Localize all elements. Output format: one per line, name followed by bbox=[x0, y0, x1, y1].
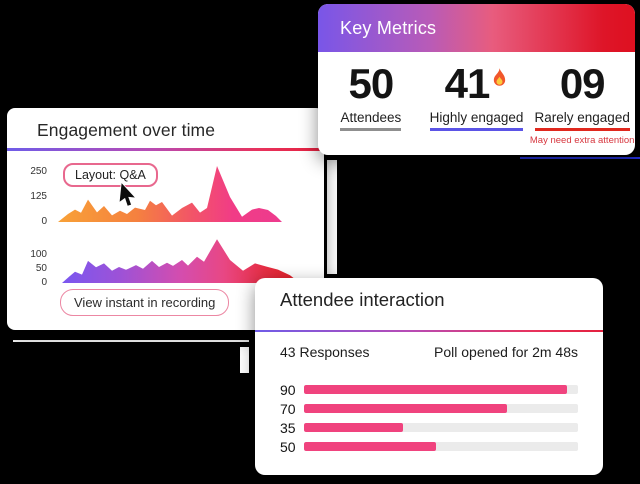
view-instant-in-recording-button[interactable]: View instant in recording bbox=[60, 289, 230, 316]
poll-bar-value: 50 bbox=[280, 438, 296, 455]
poll-bar-row: 90 bbox=[280, 380, 578, 399]
poll-bar-value: 35 bbox=[280, 419, 296, 436]
poll-bar-track bbox=[304, 442, 578, 451]
highly-engaged-label: Highly engaged bbox=[429, 110, 524, 131]
poll-bar-fill bbox=[304, 423, 403, 432]
poll-results-bars: 90 70 35 50 bbox=[280, 380, 578, 456]
poll-bar-fill bbox=[304, 385, 568, 394]
attendee-interaction-card: Attendee interaction 43 Responses Poll o… bbox=[255, 278, 603, 475]
poll-open-duration: Poll opened for 2m 48s bbox=[434, 344, 578, 360]
responses-count: 43 Responses bbox=[280, 344, 370, 360]
background-artifact-blue-line bbox=[520, 157, 640, 159]
stat-highly-engaged: 41 Highly engaged bbox=[424, 60, 530, 146]
poll-bar-track bbox=[304, 423, 578, 432]
stat-attendees: 50 Attendees bbox=[318, 60, 424, 146]
attendee-card-title: Attendee interaction bbox=[280, 289, 445, 310]
rarely-engaged-note: May need extra attention bbox=[529, 134, 635, 146]
mouse-cursor-icon bbox=[116, 181, 140, 213]
fire-icon bbox=[491, 67, 508, 92]
poll-bar-row: 70 bbox=[280, 399, 578, 418]
rarely-engaged-label: Rarely engaged bbox=[534, 110, 630, 131]
gradient-divider bbox=[7, 148, 324, 151]
chart1-y-axis-ticks: 250 125 0 bbox=[30, 166, 47, 227]
key-metrics-card: Key Metrics 50 Attendees 41 bbox=[318, 4, 635, 155]
engagement-area-chart-bottom bbox=[56, 237, 300, 283]
key-metrics-title: Key Metrics bbox=[340, 17, 437, 38]
poll-bar-fill bbox=[304, 442, 436, 451]
layout-tooltip-chip[interactable]: Layout: Q&A bbox=[63, 163, 158, 187]
poll-bar-row: 35 bbox=[280, 418, 578, 437]
highly-engaged-count: 41 bbox=[444, 60, 491, 107]
background-artifact-bar bbox=[240, 347, 249, 373]
poll-bar-value: 70 bbox=[280, 400, 296, 417]
stat-rarely-engaged: 09 Rarely engaged May need extra attenti… bbox=[529, 60, 635, 146]
attendees-count: 50 bbox=[348, 60, 394, 107]
rarely-engaged-count: 09 bbox=[559, 60, 606, 107]
gradient-divider bbox=[255, 330, 603, 332]
key-metrics-stats-row: 50 Attendees 41 Highly engaged bbox=[318, 60, 635, 146]
engagement-area-chart-top bbox=[52, 166, 282, 222]
attendees-label: Attendees bbox=[340, 110, 402, 131]
poll-meta-row: 43 Responses Poll opened for 2m 48s bbox=[280, 344, 578, 360]
poll-bar-track bbox=[304, 404, 578, 413]
engagement-over-time-card: Engagement over time 250 125 0 Layout: Q&A… bbox=[7, 108, 324, 330]
background-artifact-line bbox=[13, 340, 249, 342]
poll-bar-fill bbox=[304, 404, 507, 413]
chart2-y-axis-ticks: 100 50 0 bbox=[30, 249, 47, 288]
key-metrics-header: Key Metrics bbox=[318, 4, 635, 52]
poll-bar-track bbox=[304, 385, 578, 394]
background-artifact-strip bbox=[327, 160, 337, 274]
poll-bar-value: 90 bbox=[280, 381, 296, 398]
engagement-card-title: Engagement over time bbox=[37, 120, 216, 140]
poll-bar-row: 50 bbox=[280, 437, 578, 456]
